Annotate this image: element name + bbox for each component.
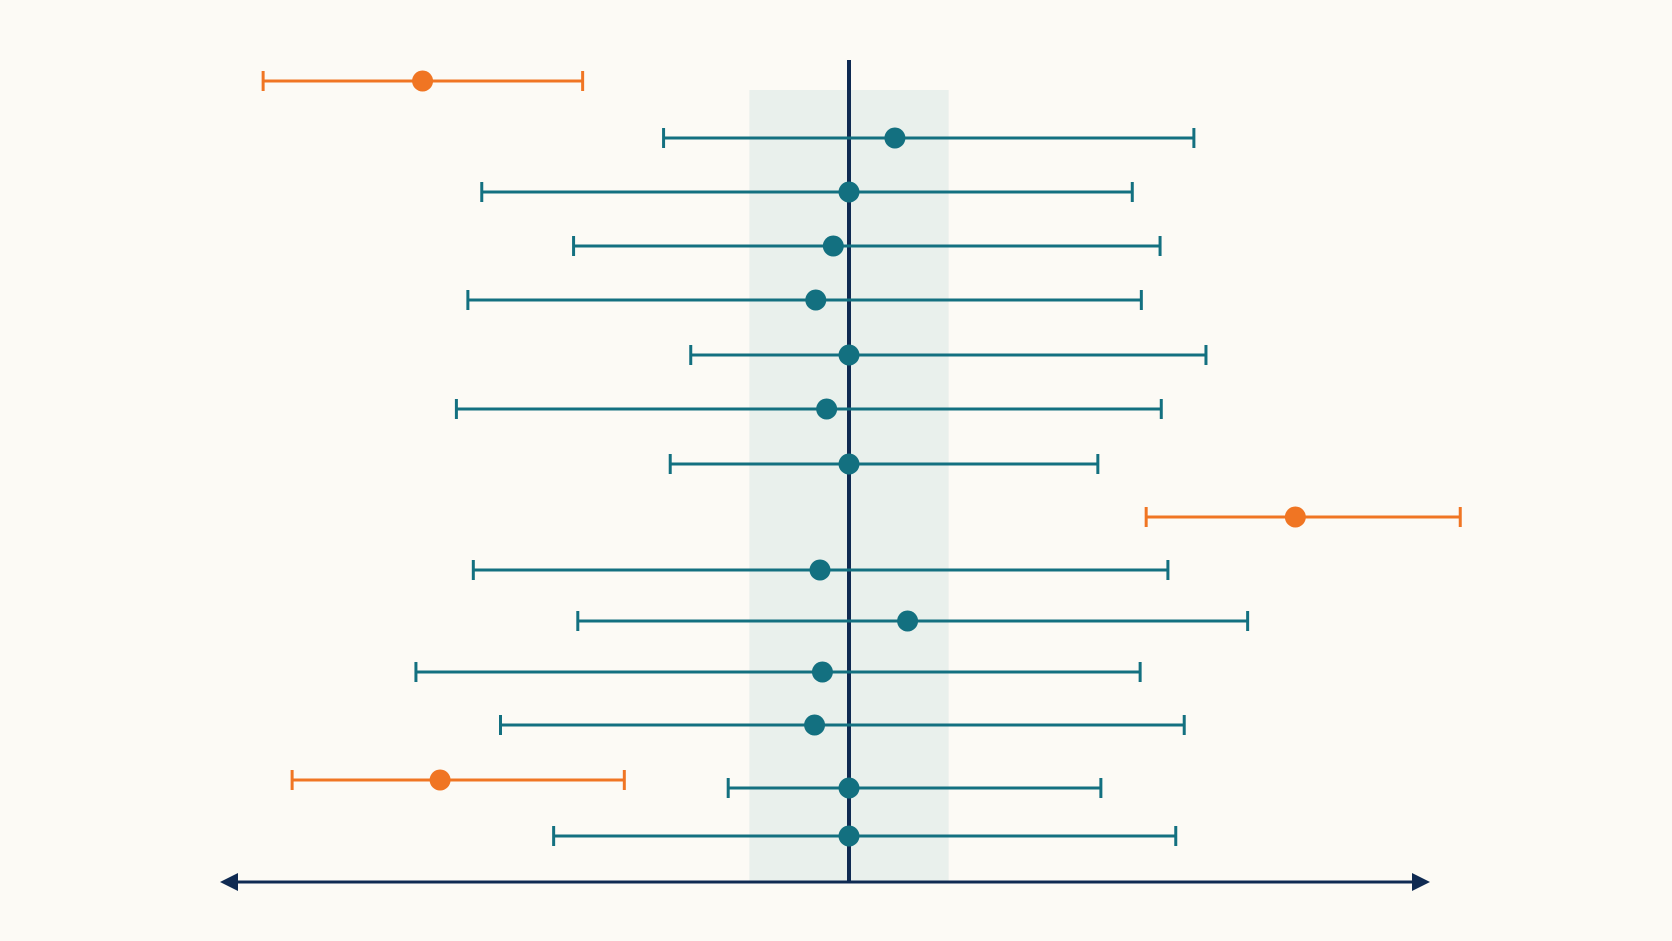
estimate-point [822,235,844,257]
x-axis-right-arrow [1412,873,1430,891]
estimate-point [838,181,860,203]
estimate-point [838,777,860,799]
estimate-point [811,661,833,683]
estimate-point [1284,506,1306,528]
estimate-point [429,769,451,791]
estimate-point [838,825,860,847]
estimate-point [816,398,838,420]
estimate-point [804,714,826,736]
x-axis-left-arrow [220,873,238,891]
estimate-point [884,127,906,149]
estimate-point [809,559,831,581]
estimate-point [805,289,827,311]
estimate-point [897,610,919,632]
estimate-point [838,344,860,366]
estimate-point [412,70,434,92]
estimate-point [838,453,860,475]
